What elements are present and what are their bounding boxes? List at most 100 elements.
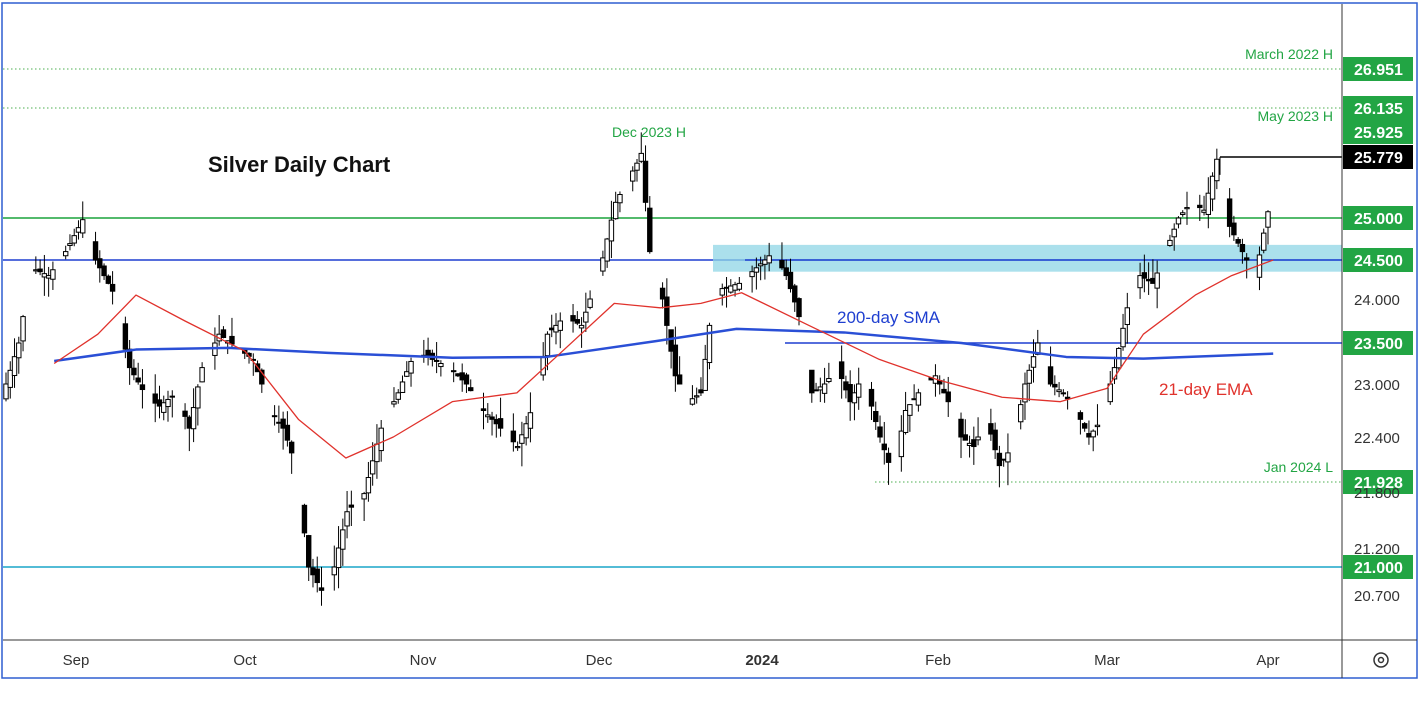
candle-body (182, 410, 188, 417)
candle-body (945, 391, 951, 403)
candle-body (1026, 369, 1032, 384)
candle-body (659, 287, 666, 300)
candle-body (348, 504, 355, 508)
candle-body (229, 335, 235, 345)
candle-body (753, 267, 760, 273)
y-tick-label: 20.700 (1354, 588, 1400, 605)
candle-body (587, 298, 593, 308)
candle-body (1056, 389, 1062, 393)
candle-body (361, 493, 367, 500)
candle-body (199, 367, 205, 383)
candle-body (101, 265, 107, 277)
candle-body (702, 358, 708, 391)
candle-body (20, 316, 26, 342)
candle-body (109, 283, 116, 292)
candle-body (1201, 209, 1207, 213)
price-tag-label: 25.925 (1354, 125, 1403, 142)
candle-body (1077, 412, 1084, 420)
candle-body (126, 348, 133, 369)
candle-body (335, 547, 342, 569)
candle-body (80, 219, 86, 234)
candle-body (1018, 404, 1024, 423)
candle-body (544, 333, 551, 357)
candle-body (62, 251, 69, 257)
candle-body (135, 377, 141, 383)
candle-body (907, 404, 913, 416)
candle-body (1235, 239, 1241, 244)
candle-body (365, 477, 372, 494)
x-tick-label: Sep (63, 652, 90, 669)
candle-body (331, 566, 337, 576)
candle-body (139, 384, 146, 391)
candle-body (1124, 307, 1131, 326)
candle-body (301, 504, 308, 534)
candle-body (271, 415, 278, 418)
y-tick-label: 22.400 (1354, 430, 1400, 447)
candle-body (1239, 243, 1246, 253)
candle-body (288, 441, 295, 454)
candle-body (838, 361, 845, 380)
candle-body (1175, 217, 1182, 225)
candle-body (873, 410, 879, 423)
candle-body (519, 434, 525, 444)
candle-body (92, 241, 99, 261)
candle-body (885, 452, 892, 463)
candle-body (941, 388, 947, 394)
candle-body (1120, 327, 1126, 348)
candle-body (617, 194, 623, 204)
candle-body (11, 356, 18, 377)
candle-body (1047, 366, 1054, 385)
candle-body (1086, 433, 1092, 438)
candle-body (851, 392, 858, 404)
candle-body (843, 381, 849, 391)
candle-body (7, 369, 13, 388)
candle-body (783, 267, 789, 277)
candle-body (736, 282, 743, 290)
candle-body (962, 434, 968, 441)
candle-body (190, 407, 197, 430)
candle-body (195, 386, 201, 409)
candle-body (553, 324, 559, 333)
candle-body (1145, 278, 1152, 282)
candle-body (497, 418, 504, 429)
x-tick-label: Feb (925, 652, 951, 669)
x-tick-label: 2024 (745, 652, 779, 669)
support-zone (713, 244, 1342, 272)
candle-body (578, 324, 585, 329)
candle-body (1137, 275, 1143, 289)
candle-body (71, 235, 77, 244)
candle-body (847, 384, 853, 403)
candle-body (672, 344, 679, 377)
candle-body (105, 275, 112, 284)
candle-body (493, 418, 500, 425)
price-tag (1343, 555, 1413, 579)
chart-annotation: 200-day SMA (837, 308, 941, 327)
candle-body (1094, 424, 1101, 428)
candle-body (1030, 356, 1037, 368)
y-tick-label: 23.000 (1354, 377, 1400, 394)
y-tick-label: 24.000 (1354, 292, 1400, 309)
candle-body (1231, 222, 1237, 236)
candle-body (988, 423, 994, 435)
x-tick-label: Oct (233, 652, 257, 669)
settings-icon[interactable] (1373, 652, 1389, 668)
candle-body (395, 392, 401, 400)
candle-body (898, 430, 905, 458)
candle-body (762, 259, 768, 265)
candle-body (1141, 272, 1148, 279)
candle-body (489, 416, 495, 420)
candle-body (540, 356, 546, 376)
candle-body (220, 329, 227, 339)
price-tag (1343, 470, 1413, 494)
candle-body (37, 268, 43, 273)
candle-body (757, 263, 764, 267)
candle-body (583, 311, 589, 323)
candle-body (33, 269, 39, 272)
candle-body (404, 371, 410, 377)
candle-body (485, 414, 491, 418)
candle-body (67, 243, 73, 246)
candle-body (41, 273, 48, 278)
candle-body (463, 374, 470, 385)
candle-body (826, 378, 832, 383)
